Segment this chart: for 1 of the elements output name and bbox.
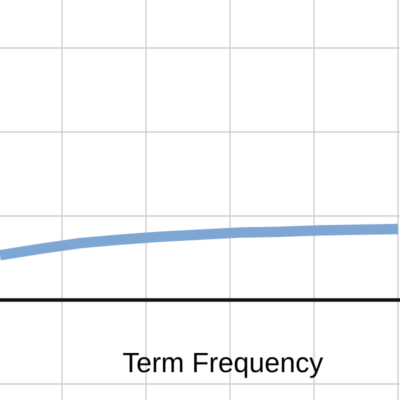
x-axis-title: Term Frequency (123, 353, 324, 378)
